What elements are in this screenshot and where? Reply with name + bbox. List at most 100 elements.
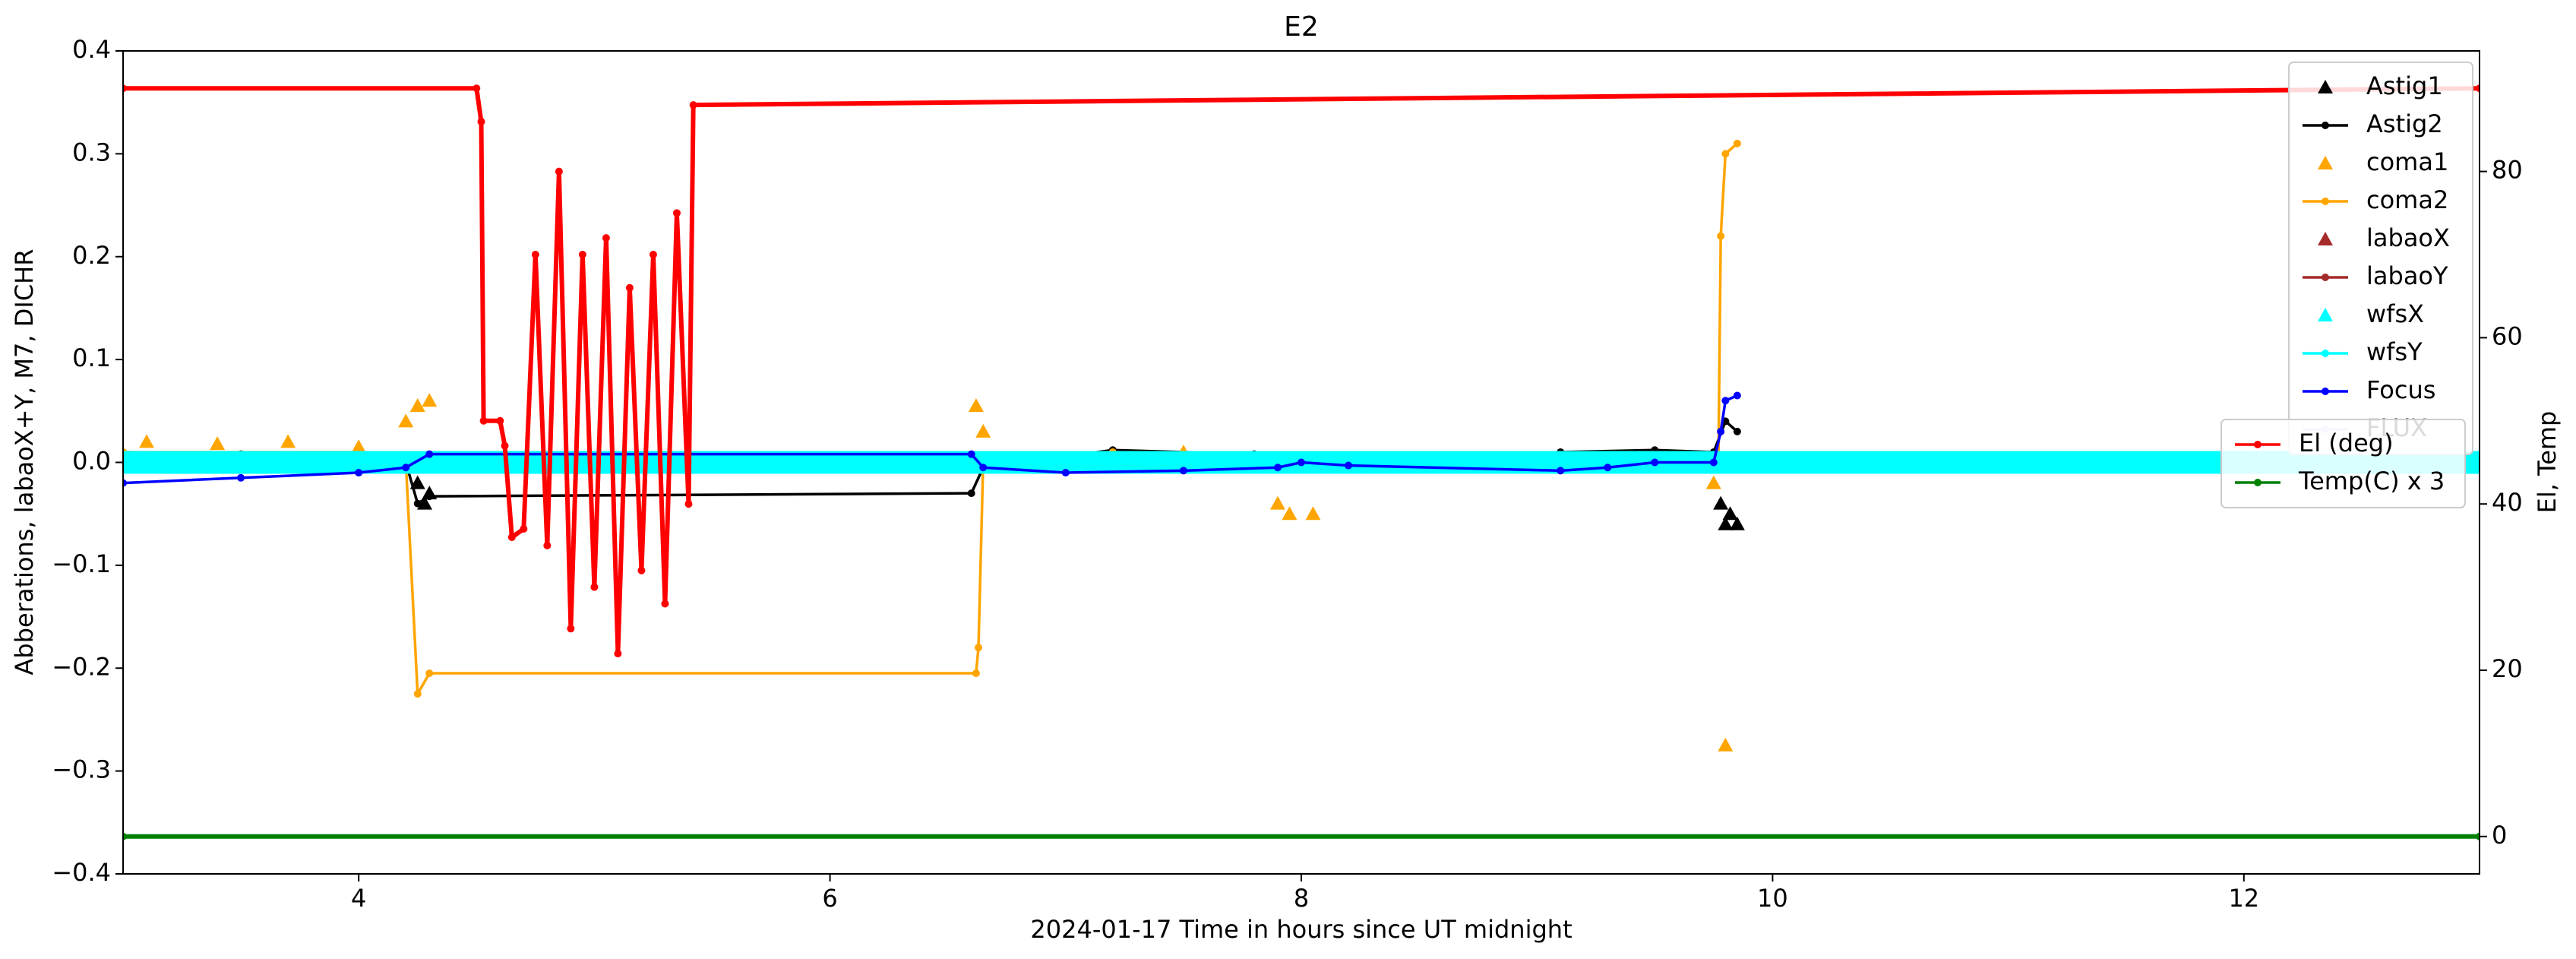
- point: [578, 251, 586, 259]
- legend-point: [2322, 350, 2329, 357]
- y-tick-label: −0.4: [52, 858, 111, 887]
- point: [507, 533, 516, 541]
- point: [496, 416, 504, 425]
- marker: [1705, 475, 1721, 489]
- point: [567, 625, 575, 633]
- marker: [417, 495, 433, 510]
- y-tick-label: 0.3: [72, 138, 111, 166]
- marker: [968, 398, 984, 413]
- point: [501, 442, 509, 450]
- marker: [210, 436, 226, 451]
- x-tick-label: 10: [1757, 884, 1788, 913]
- point: [473, 84, 481, 93]
- point: [425, 669, 434, 678]
- legend-point: [2322, 388, 2329, 395]
- y-tick-label: −0.1: [52, 549, 111, 578]
- point: [967, 489, 975, 498]
- marker: [1722, 506, 1738, 521]
- point: [1179, 467, 1187, 475]
- point: [1651, 458, 1659, 467]
- chart-title: E2: [1284, 11, 1319, 43]
- point: [602, 234, 610, 242]
- point: [123, 84, 127, 93]
- y-tick-label: 0.1: [72, 343, 111, 372]
- point: [661, 600, 669, 608]
- marker: [975, 423, 991, 438]
- legend-label: Astig2: [2366, 109, 2443, 138]
- legend-label: wfsY: [2366, 337, 2423, 366]
- point: [425, 450, 434, 458]
- point: [2476, 832, 2480, 840]
- y-tick-label: −0.3: [52, 755, 111, 784]
- legend-box: [2220, 419, 2466, 508]
- legend-marker: [2318, 308, 2333, 321]
- point: [237, 473, 245, 482]
- point: [355, 469, 363, 477]
- y-tick-label: 0.0: [72, 447, 111, 476]
- legend-marker: [2318, 80, 2333, 93]
- point: [1717, 232, 1725, 240]
- marker: [280, 434, 296, 448]
- point: [684, 500, 693, 508]
- point: [979, 464, 988, 472]
- legend-label: labaoX: [2366, 223, 2450, 252]
- legend-marker: [2318, 232, 2333, 245]
- x-tick-label: 12: [2228, 884, 2259, 913]
- point: [425, 492, 434, 501]
- point: [614, 650, 622, 658]
- point: [967, 450, 975, 458]
- legend-point: [2254, 479, 2262, 486]
- point: [1717, 427, 1725, 435]
- point: [689, 101, 697, 109]
- marker: [1718, 737, 1734, 752]
- legend-marker: [2318, 156, 2333, 169]
- point: [1345, 461, 1353, 470]
- marker: [139, 434, 155, 448]
- point: [2476, 84, 2480, 93]
- y-tick-label: 0.2: [72, 241, 111, 270]
- marker: [409, 398, 425, 413]
- point: [477, 117, 485, 125]
- y2-tick-label: 80: [2492, 156, 2523, 185]
- legend-label: Temp(C) x 3: [2298, 467, 2445, 495]
- y-tick-label: 0.4: [72, 35, 111, 64]
- point: [1297, 458, 1305, 467]
- x-tick-label: 6: [822, 884, 837, 913]
- legend-label: El (deg): [2299, 429, 2394, 457]
- point: [402, 464, 410, 472]
- marker: [351, 439, 367, 454]
- y-tick-label: −0.2: [52, 652, 111, 681]
- point: [123, 479, 127, 487]
- point: [1721, 150, 1730, 158]
- marker: [1282, 506, 1297, 521]
- point: [1733, 391, 1741, 400]
- y2-tick-label: 60: [2492, 321, 2523, 350]
- legend-label: coma1: [2366, 147, 2448, 176]
- x-axis-label: 2024-01-17 Time in hours since UT midnig…: [1030, 915, 1572, 944]
- legend-label: labaoY: [2366, 261, 2448, 290]
- point: [543, 541, 552, 549]
- marker: [1729, 516, 1745, 530]
- point: [1557, 467, 1565, 475]
- marker: [1305, 506, 1321, 521]
- point: [1061, 469, 1070, 477]
- legend-point: [2322, 198, 2329, 205]
- point: [625, 283, 634, 292]
- legend-label: Focus: [2366, 375, 2435, 404]
- marker: [1718, 516, 1734, 530]
- marker: [422, 393, 438, 407]
- x-tick-label: 4: [351, 884, 366, 913]
- legend-point: [2322, 122, 2329, 129]
- point: [975, 644, 983, 652]
- y2-tick-label: 0: [2492, 821, 2507, 850]
- point: [972, 669, 980, 678]
- point: [672, 209, 681, 217]
- x-tick-label: 8: [1294, 884, 1309, 913]
- marker: [1713, 495, 1729, 510]
- point: [1721, 397, 1730, 405]
- marker: [398, 413, 414, 428]
- point: [531, 251, 539, 259]
- point: [1733, 427, 1741, 435]
